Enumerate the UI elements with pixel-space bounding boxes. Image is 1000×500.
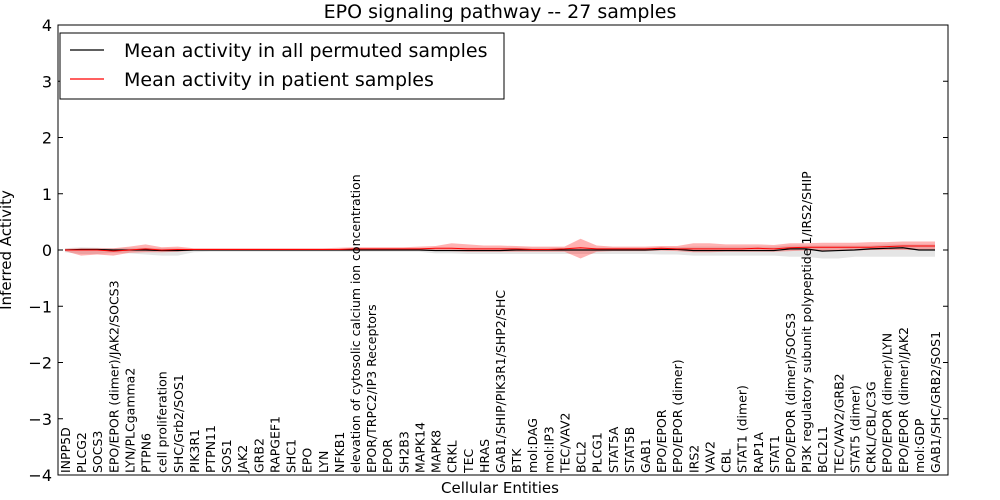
legend-label-patient: Mean activity in patient samples <box>124 69 434 91</box>
x-tick-label: PLCG1 <box>590 432 605 473</box>
x-tick-label: IRS2 <box>686 445 701 473</box>
series-lines <box>64 245 935 252</box>
x-tick-label: EPO/EPOR (dimer) <box>670 359 685 473</box>
x-tick-label: LYN <box>316 451 331 473</box>
x-tick-label: TEC/VAV2 <box>557 413 572 474</box>
legend-label-permuted: Mean activity in all permuted samples <box>124 40 487 62</box>
x-tick-label: BCL2 <box>574 441 589 473</box>
x-tick-label: mol:DAG <box>525 418 540 473</box>
x-tick-label: PTPN6 <box>139 433 154 473</box>
x-tick-label: GRB2 <box>251 438 266 473</box>
x-tick-label: SH2B3 <box>396 431 411 473</box>
y-tick-label: 2 <box>42 129 52 148</box>
x-tick-label: BTK <box>509 448 524 473</box>
x-axis-label: Cellular Entities <box>441 479 559 497</box>
x-tick-label: RAPGEF1 <box>267 416 282 473</box>
line-patient <box>65 245 935 252</box>
band-permuted <box>65 244 935 259</box>
x-tick-label: CBL <box>719 449 734 473</box>
y-tick-label: 4 <box>42 16 52 35</box>
x-tick-label: EPO <box>300 448 315 473</box>
y-tick-label: −1 <box>28 297 52 316</box>
x-tick-label: GAB1/SHIP/PIK3R1/SHP2/SHC <box>493 290 508 473</box>
x-tick-label: SOS1 <box>219 439 234 473</box>
x-tick-label: BCL2L1 <box>815 426 830 473</box>
y-tick-label: 0 <box>42 241 52 260</box>
line-permuted <box>64 247 935 252</box>
x-tick-label: NFKB1 <box>332 432 347 473</box>
y-tick-label: 3 <box>42 72 52 91</box>
x-tick-label: TEC/VAV2/GRB2 <box>831 373 846 474</box>
x-tick-label: mol:IP3 <box>541 426 556 473</box>
x-tick-label: EPO/EPOR (dimer)/LYN <box>880 333 895 473</box>
x-tick-label: elevation of cytosolic calcium ion conce… <box>348 174 363 473</box>
x-tick-label: LYN/PLCgamma2 <box>122 368 137 473</box>
x-tick-label: EPOR/TRPC2/IP3 Receptors <box>364 304 379 473</box>
y-tick-label: −4 <box>28 466 52 485</box>
y-axis-label: Inferred Activity <box>0 190 15 310</box>
x-tick-label: EPO/EPOR (dimer)/SOCS3 <box>783 313 798 473</box>
x-tick-label: CRKL <box>445 440 460 473</box>
x-tick-label: STAT5 (dimer) <box>847 385 862 473</box>
x-tick-label: MAPK14 <box>412 422 427 473</box>
legend: Mean activity in all permuted samples Me… <box>59 32 505 100</box>
y-tick-label: 1 <box>42 185 52 204</box>
y-tick-label: −3 <box>28 410 52 429</box>
x-tick-label: mol:GDP <box>912 418 927 473</box>
x-tick-label: HRAS <box>477 439 492 473</box>
x-tick-label: STAT5B <box>622 427 637 473</box>
y-axis: 4 3 2 1 0 −1 −2 −3 −4 <box>28 16 948 485</box>
x-tick-label: PI3K regulatory subunit polypeptide 1/IR… <box>799 171 814 473</box>
x-tick-label: CRKL/CBL/C3G <box>864 381 879 473</box>
x-tick-label: VAV2 <box>702 441 717 473</box>
x-tick-label: SOCS3 <box>90 431 105 473</box>
x-tick-label: PLCG2 <box>74 432 89 473</box>
legend-box <box>59 32 505 100</box>
x-tick-label: STAT1 <box>767 435 782 473</box>
x-tick-label: PIK3R1 <box>187 429 202 473</box>
x-tick-label: cell proliferation <box>155 371 170 473</box>
chart-title: EPO signaling pathway -- 27 samples <box>324 1 677 23</box>
x-tick-label: EPOR <box>380 439 395 473</box>
x-tick-label: JAK2 <box>235 445 250 474</box>
y-tick-label: −2 <box>28 354 52 373</box>
x-tick-label: TEC <box>461 448 476 474</box>
x-tick-label: EPO/EPOR (dimer)/JAK2/SOCS3 <box>106 280 121 473</box>
x-tick-label: INPP5D <box>58 427 73 473</box>
x-tick-label: EPO/EPOR (dimer)/JAK2 <box>896 327 911 473</box>
x-tick-label: MAPK8 <box>429 430 444 473</box>
x-tick-label: GAB1/SHC/GRB2/SOS1 <box>928 331 943 473</box>
x-tick-label: RAP1A <box>751 432 766 473</box>
x-tick-labels: INPP5D PLCG2 SOCS3 EPO/EPOR (dimer)/JAK2/SO… <box>58 171 943 474</box>
x-tick-label: SHC1 <box>284 439 299 473</box>
x-tick-label: GAB1 <box>638 438 653 473</box>
x-tick-label: EPO/EPOR <box>654 409 669 473</box>
x-tick-label: PTPN11 <box>203 425 218 473</box>
x-tick-label: STAT1 (dimer) <box>735 385 750 473</box>
x-tick-label: SHC/Grb2/SOS1 <box>171 374 186 473</box>
plot-frame <box>57 24 949 476</box>
x-tick-label: STAT5A <box>606 426 621 473</box>
